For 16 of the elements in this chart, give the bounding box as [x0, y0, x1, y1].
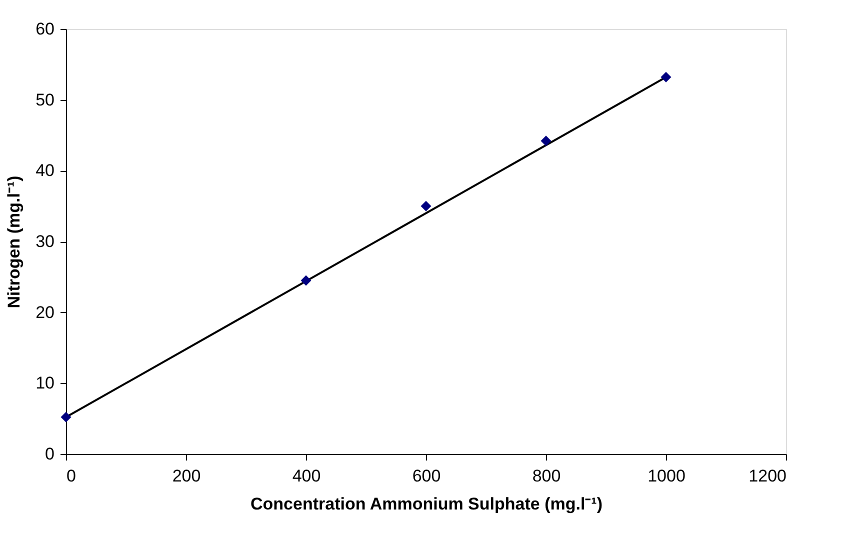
y-tick-label: 30 [36, 232, 54, 251]
y-tick-label: 50 [36, 90, 54, 110]
x-tick-label: 0 [66, 466, 76, 486]
y-axis-title: Nitrogen (mg.l⁻¹) [4, 176, 24, 308]
y-tick-label: 0 [45, 444, 54, 464]
x-tick-label: 800 [532, 466, 561, 486]
y-tick-label: 40 [36, 161, 54, 180]
x-tick-label: 600 [412, 466, 441, 486]
x-tick-label: 200 [172, 466, 201, 486]
y-tick-label: 60 [36, 20, 54, 38]
y-tick-label: 20 [36, 302, 54, 322]
x-axis-title: Concentration Ammonium Sulphate (mg.l⁻¹) [250, 494, 602, 514]
x-tick-label: 1200 [748, 466, 786, 486]
x-tick-label: 1000 [648, 466, 686, 486]
x-tick-label: 400 [292, 466, 321, 486]
y-tick-label: 10 [36, 374, 54, 393]
